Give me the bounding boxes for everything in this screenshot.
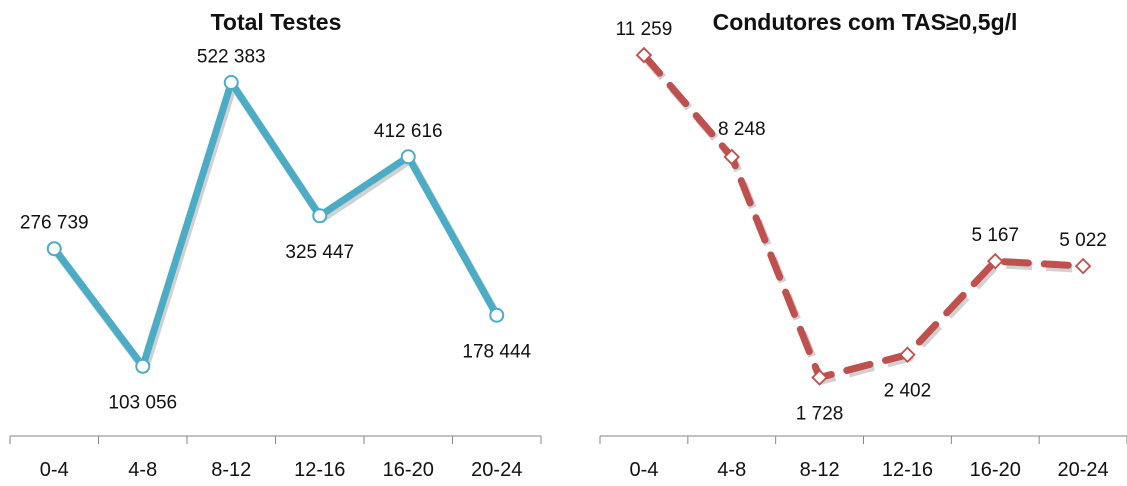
data-point (312, 208, 328, 224)
x-tick-label: 12-16 (882, 459, 933, 481)
series-line (51, 79, 500, 370)
x-tick-label: 0-4 (629, 459, 658, 481)
data-label: 1 728 (796, 404, 844, 425)
data-label: 5 022 (1059, 230, 1107, 251)
data-label: 2 402 (884, 381, 932, 402)
x-axis (9, 435, 542, 444)
chart-condutores-tas: Condutores com TAS≥0,5g/l 11 259 8 248 1 7… (599, 9, 1127, 481)
data-point (811, 369, 828, 386)
data-labels: 11 259 8 248 1 728 2 402 5 167 5 022 (616, 19, 1107, 424)
tick-labels: 0-4 4-8 8-12 12-16 16-20 20-24 (40, 459, 523, 481)
x-tick-label: 20-24 (471, 459, 522, 481)
data-point (223, 75, 239, 91)
data-label: 522 383 (197, 47, 266, 68)
series-shadow (642, 55, 1086, 385)
data-point (400, 149, 416, 165)
chart-title: Condutores com TAS≥0,5g/l (713, 9, 1018, 35)
data-label: 412 616 (374, 121, 443, 142)
data-point (135, 358, 151, 374)
x-tick-label: 0-4 (40, 459, 69, 481)
x-tick-label: 20-24 (1058, 459, 1109, 481)
data-label: 276 739 (20, 213, 89, 234)
data-label: 5 167 (971, 225, 1019, 246)
chart-title: Total Testes (211, 9, 342, 35)
data-label: 11 259 (616, 19, 673, 40)
data-point (635, 46, 653, 64)
data-point (46, 241, 62, 257)
x-axis (599, 435, 1127, 444)
data-point (986, 252, 1004, 270)
data-point (489, 307, 505, 323)
data-labels: 276 739 103 056 522 383 325 447 412 616 178 4… (20, 47, 532, 414)
chart-total-testes: Total Testes 276 739 103 056 522 383 325 44… (9, 9, 542, 481)
x-tick-label: 8-12 (211, 459, 251, 481)
data-label: 8 248 (718, 119, 766, 140)
data-point (899, 346, 916, 364)
tick-labels: 0-4 4-8 8-12 12-16 16-20 20-24 (629, 459, 1108, 481)
x-tick-label: 8-12 (800, 459, 840, 481)
data-point (723, 148, 741, 166)
x-tick-label: 4-8 (717, 459, 746, 481)
x-tick-label: 16-20 (383, 459, 434, 481)
series (46, 75, 505, 374)
x-tick-label: 4-8 (128, 459, 157, 481)
series-line (640, 51, 1087, 381)
data-label: 103 056 (108, 392, 177, 413)
data-label: 178 444 (462, 341, 531, 362)
series (635, 46, 1092, 386)
data-point (1074, 257, 1092, 275)
data-label: 325 447 (285, 242, 354, 263)
x-tick-label: 16-20 (970, 459, 1021, 481)
x-tick-label: 12-16 (294, 459, 345, 481)
